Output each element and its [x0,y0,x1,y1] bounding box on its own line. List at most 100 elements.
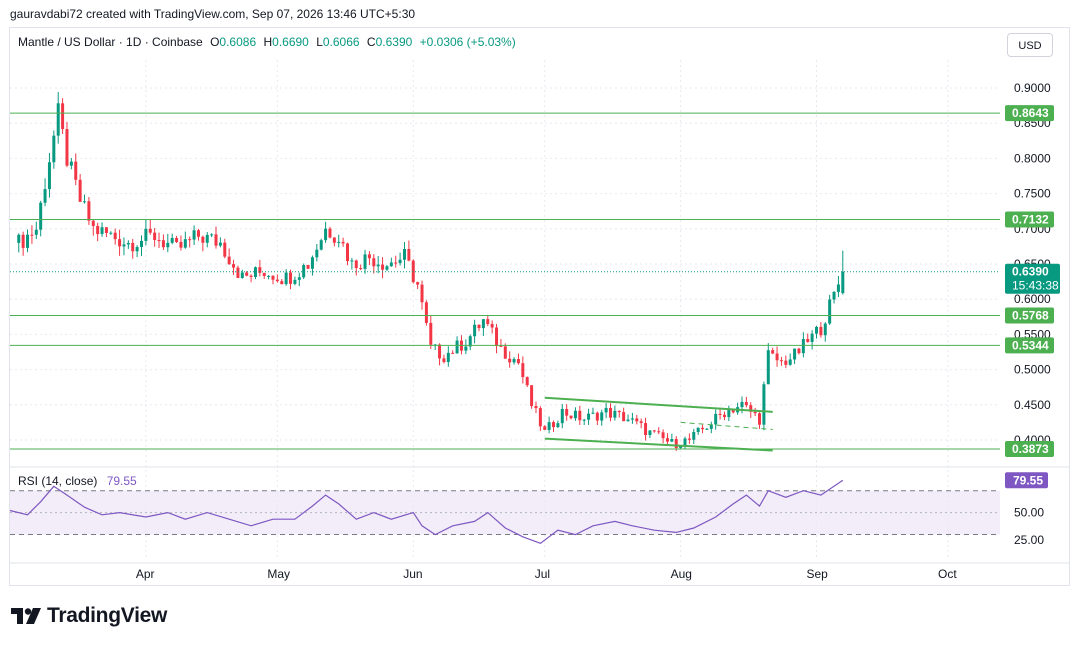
candle-body [810,333,814,342]
open-label: O [210,35,220,49]
candle-body [69,161,73,166]
candle-body [446,352,450,363]
candle-body [394,262,398,264]
time-tick-label: May [267,567,290,581]
candle-body [797,348,801,354]
candle-body [753,411,757,414]
candle-body [512,359,516,363]
candle-body [280,281,284,285]
candle-body [758,413,762,425]
candle-body [52,135,56,163]
candle-body [372,258,376,267]
candle-body [118,239,122,247]
symbol-name: Mantle / US Dollar · 1D · Coinbase [18,35,203,49]
channel-upper-line [544,396,773,413]
candle-body [670,439,674,442]
candle-body [354,260,358,269]
candle-body [47,162,51,190]
candle-body [376,264,380,267]
rsi-legend-value: 79.55 [106,474,137,488]
candle-body [78,179,82,202]
candle-body [687,438,691,440]
candle-body [402,249,406,260]
candle-body [766,350,770,385]
candle-body [626,419,630,422]
level-tag-label: 0.5768 [1012,309,1049,323]
low-label: L [316,35,323,49]
rsi-legend: RSI (14, close) 79.55 [18,474,137,488]
candle-body [639,421,643,424]
level-tag-label: 0.8643 [1012,106,1049,120]
candle-body [665,438,669,442]
candle-body [289,272,293,284]
time-tick-label: Apr [136,567,155,581]
candle-body [26,234,30,248]
candle-body [521,363,525,378]
level-tag [1005,307,1054,324]
candle-body [324,228,328,241]
candle-body [126,242,130,245]
candle-body [455,340,459,354]
candle-body [828,299,832,324]
candle-body [385,266,389,270]
currency-button[interactable]: USD [1007,33,1053,57]
price-tick-label: 0.5000 [1014,363,1051,377]
time-tick-label: Oct [938,567,957,581]
candle-body [262,272,266,276]
candle-body [438,344,442,359]
candle-body [744,401,748,406]
candle-body [727,409,731,418]
candle-body [622,412,626,422]
last-price-tag [1005,263,1060,294]
candle-body [332,237,336,243]
candle-body [722,414,726,418]
channel-lower-line [544,437,773,452]
candle-body [836,284,840,292]
candle-body [547,422,551,430]
candle-body [779,360,783,362]
candle-body [657,431,661,433]
candle-body [635,418,639,422]
candle-body [407,249,411,261]
candle-body [749,405,753,412]
candle-body [815,326,819,334]
candle-body [240,272,244,278]
level-tag-label: 0.7132 [1012,213,1049,227]
candle-body [530,385,534,407]
candle-body [477,324,481,329]
price-tick-label: 0.4500 [1014,398,1051,412]
candle-body [740,401,744,408]
candle-body [83,201,87,203]
level-tag [1005,105,1054,122]
candle-body [389,262,393,267]
candle-body [359,268,363,270]
candle-body [34,229,38,235]
candle-body [587,413,591,420]
time-tick-label: Jun [403,567,422,581]
time-tick-label: Sep [807,567,829,581]
candle-body [113,232,117,240]
candle-body [91,220,95,226]
candle-body [214,234,218,246]
high-label: H [263,35,273,49]
candle-body [841,271,845,294]
candle-body [771,350,775,354]
level-tag [1005,211,1054,228]
candle-body [534,406,538,409]
candle-body [175,237,179,242]
candle-body [613,410,617,418]
candle-body [236,267,240,278]
tradingview-logo[interactable]: TradingView [11,604,167,628]
candle-body [61,103,65,130]
candle-body [267,275,271,277]
candle-body [508,358,512,363]
candle-body [258,267,262,273]
chart-credit: gauravdabi72 created with TradingView.co… [10,7,416,21]
candle-body [718,413,722,415]
candle-body [232,264,236,268]
change-value: +0.0306 (+5.03%) [419,35,516,49]
candle-body [21,234,25,248]
open-value: 0.6086 [219,35,257,49]
candle-body [245,272,249,276]
